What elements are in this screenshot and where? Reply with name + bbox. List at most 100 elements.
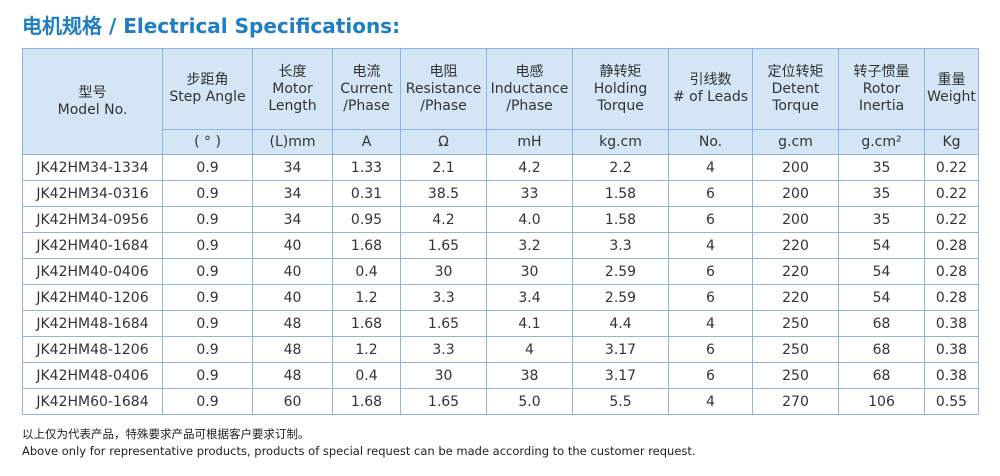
data-cell: 30 [400,258,487,285]
data-cell: 0.22 [924,180,979,207]
header-line: Weight [927,89,976,105]
header-line: 重量 [937,72,966,88]
header-line: 定位转矩 [767,63,824,80]
unit-cell: g.cm² [838,129,925,155]
data-cell: 5.0 [486,388,573,415]
data-cell: 220 [752,232,839,259]
header-line: Torque [772,97,819,114]
header-cell: 电感 Inductance/Phase [486,48,573,130]
data-cell: 3.2 [486,232,573,259]
header-line: 转子惯量 [853,63,910,80]
header-cell: 转子惯量 Rotor Inertia [838,48,925,130]
data-cell: 40 [252,232,333,259]
data-cell: 3.17 [572,362,669,389]
header-line: 步距角 [186,72,229,88]
data-cell: JK42HM34-0316 [22,180,163,207]
data-cell: JK42HM40-1684 [22,232,163,259]
header-cell: 静转矩 Holding Torque [572,48,669,130]
spec-table: 型号 Model No. 步距角 Step Angle 长度 Motor Length 电流 C… [22,48,979,415]
data-cell: 0.22 [924,206,979,233]
unit-cell: g.cm [752,129,839,155]
data-cell: 54 [838,258,925,285]
data-cell: 34 [252,180,333,207]
data-cell: 4.2 [400,206,487,233]
header-line: # of Leads [672,89,749,105]
header-line: Model No. [57,101,128,118]
data-cell: 0.9 [162,388,253,415]
data-cell: 38.5 [400,180,487,207]
data-row: JK42HM34-1334 0.9 34 1.33 2.1 4.2 2.2 4 200 35 0.2… [22,154,979,181]
data-cell: 4 [668,154,753,181]
header-line: Rotor [862,80,901,97]
data-row: JK42HM34-0316 0.9 34 0.31 38.5 33 1.58 6 200 35 0.… [22,180,979,207]
data-cell: 0.9 [162,180,253,207]
data-cell: 0.9 [162,258,253,285]
data-cell: 35 [838,154,925,181]
data-cell: 68 [838,336,925,363]
header-line: 电流 [352,63,381,80]
data-cell: 48 [252,310,333,337]
table-body: 型号 Model No. 步距角 Step Angle 长度 Motor Length 电流 C… [22,48,979,415]
data-cell: 54 [838,284,925,311]
data-cell: 6 [668,180,753,207]
data-cell: 0.4 [332,258,401,285]
data-cell: 0.22 [924,154,979,181]
data-cell: 33 [486,180,573,207]
data-cell: 40 [252,284,333,311]
data-cell: 0.28 [924,284,979,311]
data-cell: 30 [400,362,487,389]
data-cell: 30 [486,258,573,285]
data-cell: 4 [486,336,573,363]
data-cell: 48 [252,336,333,363]
data-cell: 0.28 [924,258,979,285]
header-line: /Phase [343,97,390,114]
header-line: Inertia [858,97,905,114]
data-cell: 54 [838,232,925,259]
data-cell: JK42HM48-1684 [22,310,163,337]
data-cell: 3.17 [572,336,669,363]
data-cell: 68 [838,362,925,389]
header-cell: 步距角 Step Angle [162,48,253,130]
data-cell: 0.9 [162,336,253,363]
data-cell: 4 [668,232,753,259]
data-cell: 6 [668,206,753,233]
header-line: Torque [597,97,644,114]
data-cell: 1.58 [572,206,669,233]
data-cell: 0.95 [332,206,401,233]
data-cell: 0.38 [924,362,979,389]
data-cell: 0.38 [924,336,979,363]
data-cell: 4 [668,388,753,415]
data-cell: 106 [838,388,925,415]
unit-cell: ( ° ) [162,129,253,155]
unit-cell: kg.cm [572,129,669,155]
header-line: 型号 [78,84,107,101]
data-cell: 48 [252,362,333,389]
data-row: JK42HM40-0406 0.9 40 0.4 30 30 2.59 6 220 54 0.28 [22,258,979,285]
data-cell: JK42HM34-1334 [22,154,163,181]
header-line: 长度 [278,63,307,80]
unit-cell: (L)mm [252,129,333,155]
header-line: 电阻 [429,63,458,80]
data-cell: 6 [668,258,753,285]
header-line: Current [340,80,393,97]
data-row: JK42HM48-0406 0.9 48 0.4 30 38 3.17 6 250 68 0.38 [22,362,979,389]
data-cell: 250 [752,336,839,363]
header-cell: 长度 Motor Length [252,48,333,130]
data-cell: JK42HM34-0956 [22,206,163,233]
data-cell: 200 [752,180,839,207]
data-cell: 250 [752,362,839,389]
data-cell: 1.68 [332,310,401,337]
header-line: Detent [771,80,820,97]
data-cell: 4.4 [572,310,669,337]
data-cell: 1.65 [400,388,487,415]
data-cell: 4.2 [486,154,573,181]
data-cell: 2.59 [572,258,669,285]
data-cell: 1.58 [572,180,669,207]
unit-cell: Kg [924,129,979,155]
header-cell: 电阻 Resistance/Phase [400,48,487,130]
data-cell: 0.9 [162,310,253,337]
data-cell: 60 [252,388,333,415]
header-line: /Phase [506,97,553,114]
data-cell: 4.1 [486,310,573,337]
